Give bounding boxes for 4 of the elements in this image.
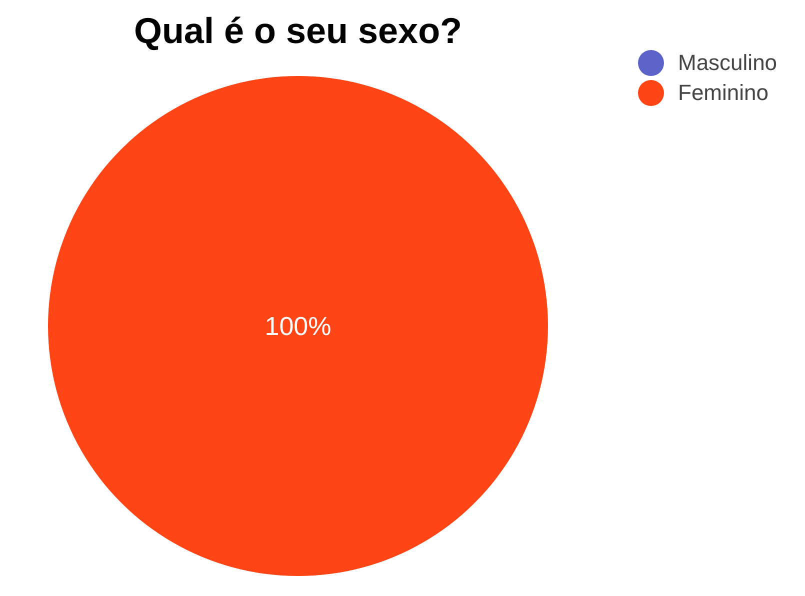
- legend-label: Masculino: [678, 50, 778, 76]
- chart-title: Qual é o seu sexo?: [132, 10, 464, 52]
- legend-label: Feminino: [678, 80, 768, 106]
- data-label: 100%: [264, 311, 332, 341]
